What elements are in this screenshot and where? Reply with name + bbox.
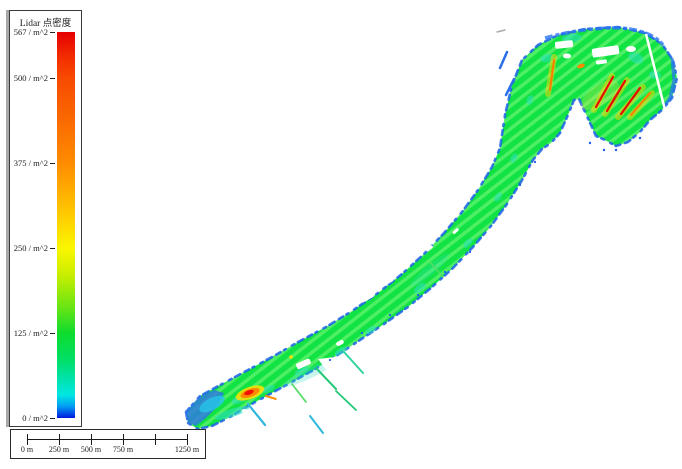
legend-tick-label: 375 / m^2 [13, 158, 48, 168]
legend-tick-label: 250 / m^2 [13, 243, 48, 253]
tick-dash [50, 77, 55, 79]
scale-tick-0m [27, 434, 28, 445]
detached-speckles [328, 29, 642, 362]
legend-tick-375: 375 / m^2 [11, 158, 55, 168]
legend-panel: Lidar 点密度 567 / m^2 500 / m^2 375 / m^2 … [9, 10, 82, 427]
scale-tick-1000m [155, 434, 156, 445]
edge-spurs [246, 261, 444, 434]
legend-tick-label: 125 / m^2 [13, 328, 48, 338]
scale-bar: 0 m 250 m 500 m 750 m 1250 m [10, 429, 206, 459]
scale-tick-1250m [187, 434, 188, 445]
legend-tick-label: 500 / m^2 [13, 73, 48, 83]
tick-dash [50, 162, 55, 164]
scale-label: 1250 m [174, 445, 200, 454]
legend-tick-567: 567 / m^2 [11, 27, 55, 37]
legend-tick-0: 0 / m^2 [11, 413, 55, 423]
tick-dash [50, 417, 55, 419]
legend-colorbar [57, 32, 75, 418]
scale-label: 500 m [80, 445, 102, 454]
legend-tick-label: 0 / m^2 [22, 413, 48, 423]
scale-label: 750 m [112, 445, 134, 454]
legend-tick-label: 567 / m^2 [13, 27, 48, 37]
scale-tick-250m [59, 434, 60, 445]
swath-scanline-texture [186, 27, 677, 429]
scale-label: 0 m [20, 445, 34, 454]
tick-dash [50, 247, 55, 249]
legend-tick-500: 500 / m^2 [11, 73, 55, 83]
scale-bar-line [27, 439, 187, 440]
tip-low-density-zone [186, 390, 250, 426]
blob-top-blue-edge [544, 26, 665, 47]
scale-tick-750m [123, 434, 124, 445]
legend-tick-250: 250 / m^2 [11, 243, 55, 253]
tick-dash [50, 31, 55, 33]
blob-hotspot-streaks [545, 54, 655, 120]
blob-right-blue-edge [661, 57, 676, 109]
tip-hotspot [235, 355, 293, 401]
legend-tick-125: 125 / m^2 [11, 328, 55, 338]
scale-label: 250 m [48, 445, 70, 454]
legend-title: Lidar 点密度 [19, 19, 72, 29]
low-density-patches [231, 33, 661, 405]
scale-tick-500m [91, 434, 92, 445]
tick-dash [50, 332, 55, 334]
data-gaps [242, 33, 669, 421]
